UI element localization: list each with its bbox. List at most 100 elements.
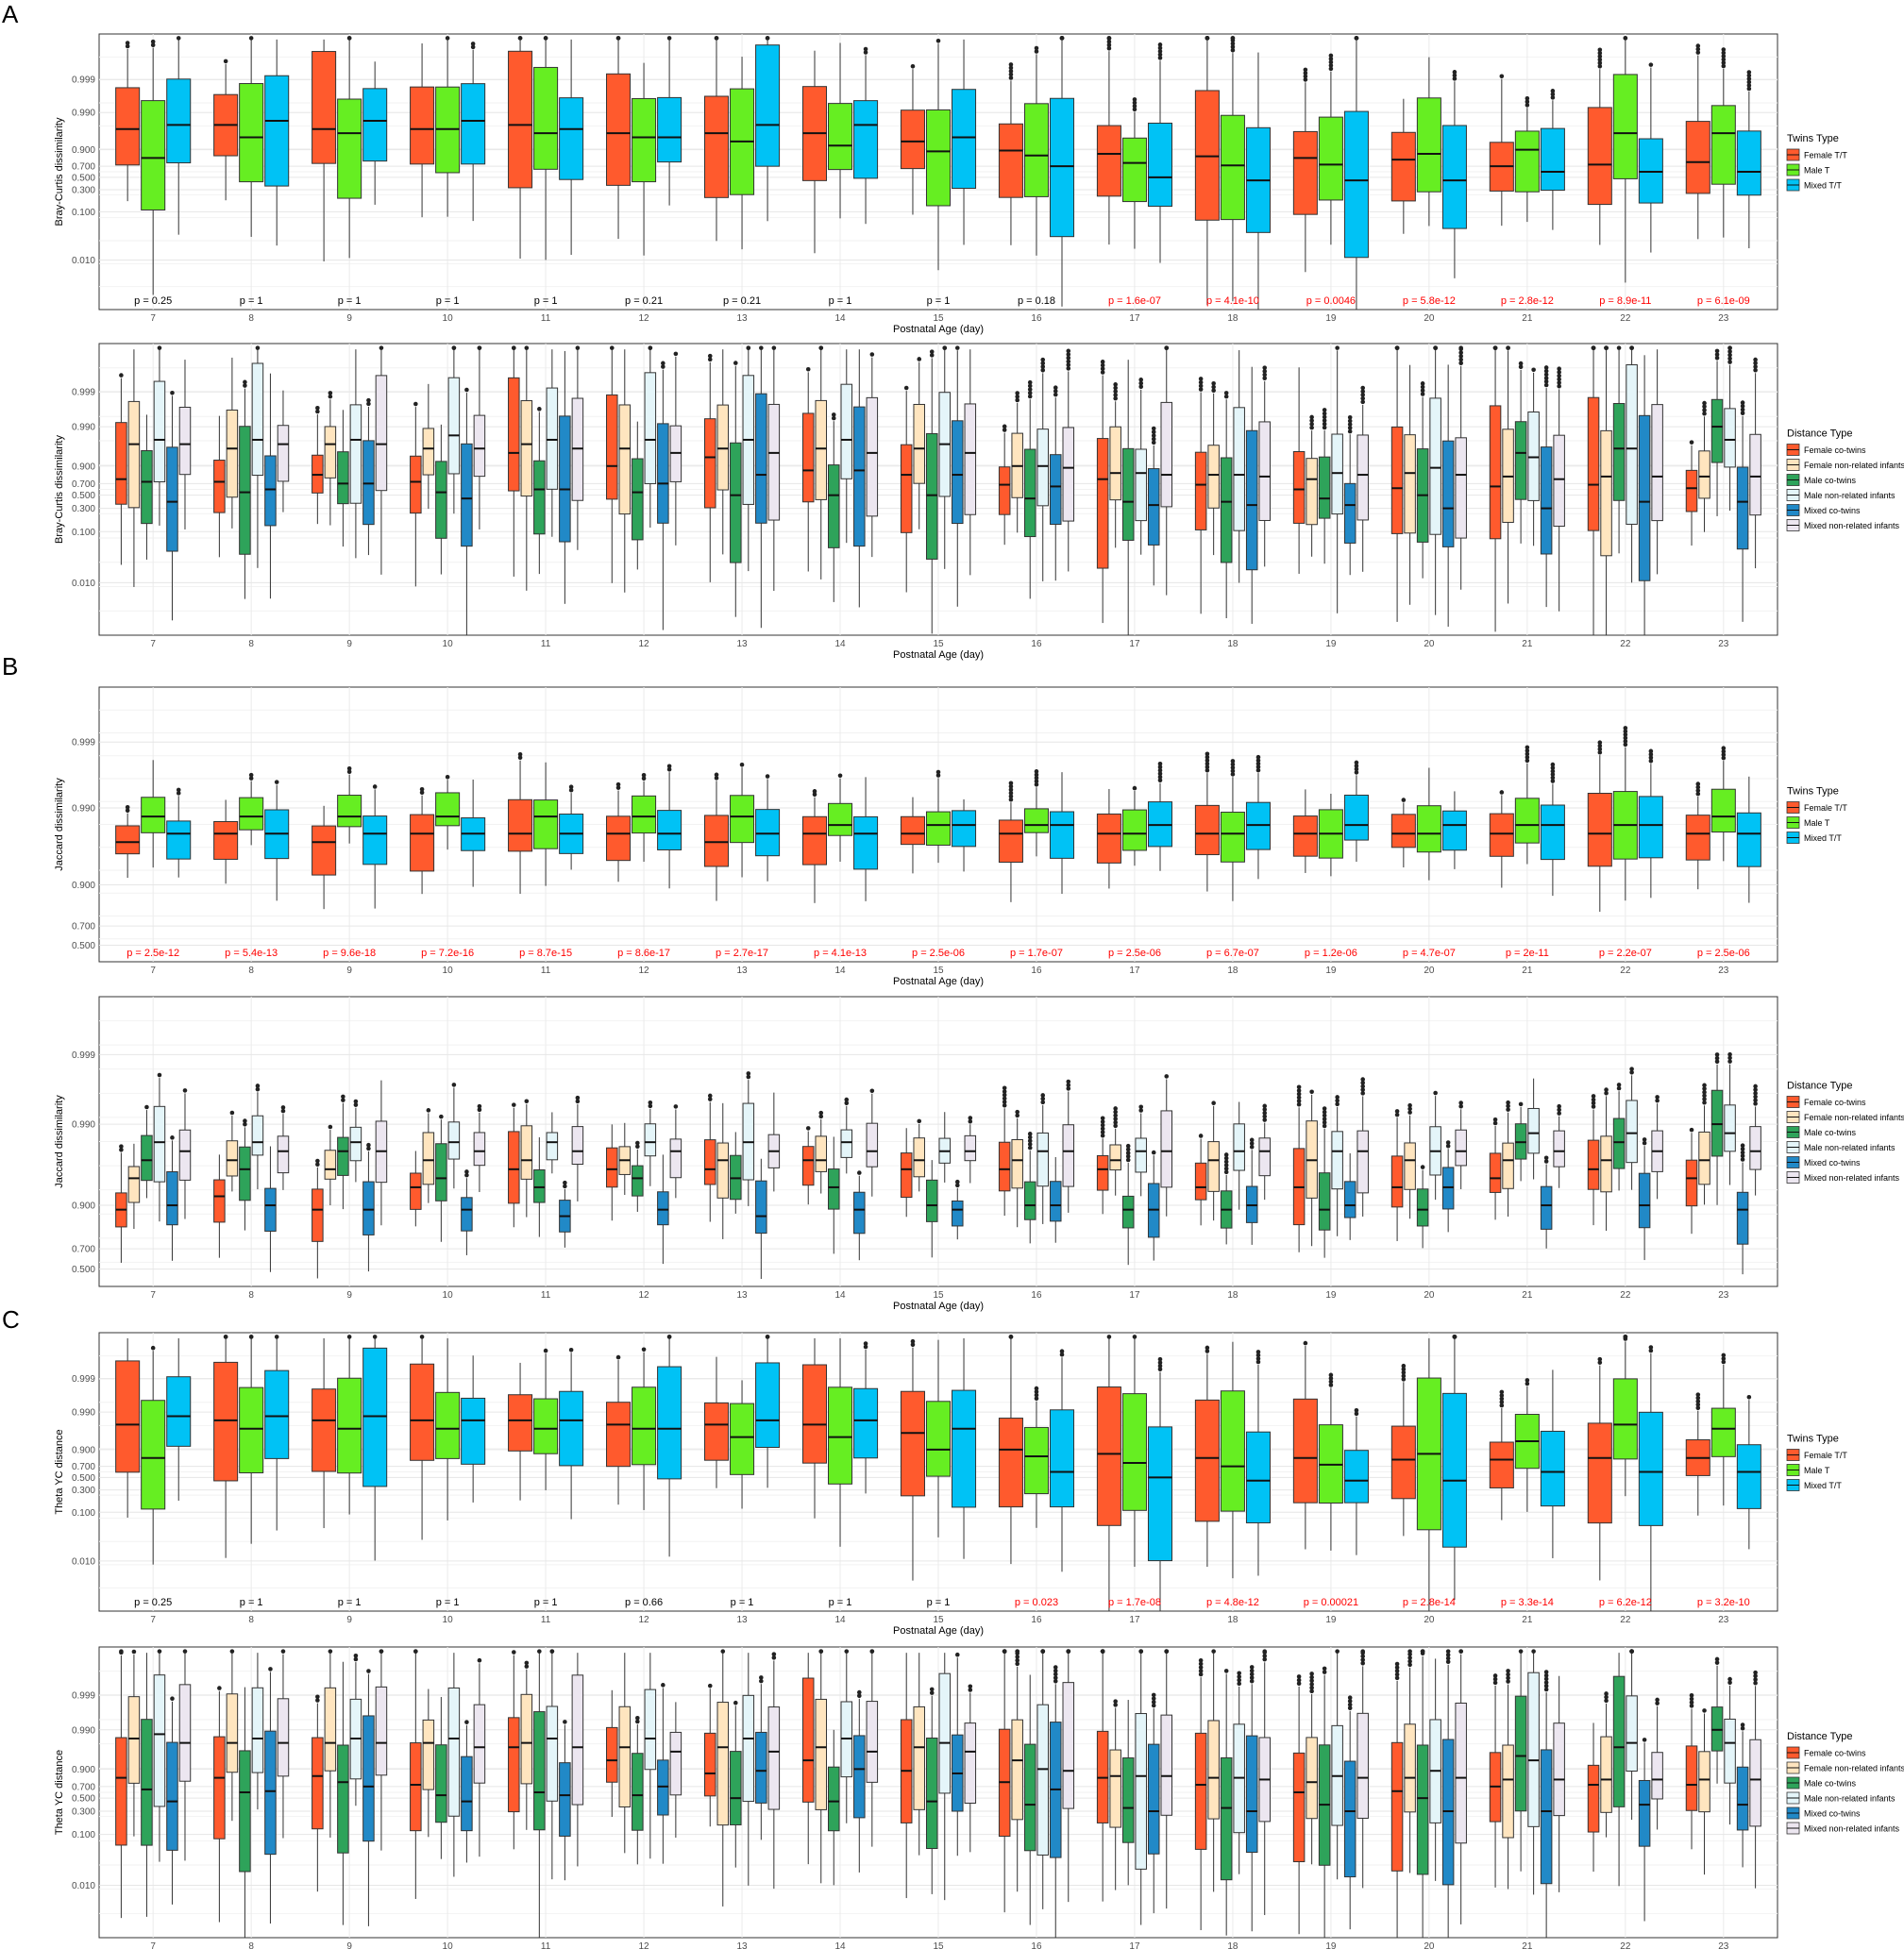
box-body (1049, 1409, 1075, 1508)
box-female-t-t-day-22 (1587, 740, 1612, 912)
box-body (1331, 433, 1343, 515)
outlier-point (1525, 1381, 1530, 1386)
outlier-point (1347, 418, 1353, 424)
outlier-point (1125, 1151, 1131, 1155)
outlier-point (1296, 1677, 1302, 1683)
outlier-point (1506, 1669, 1510, 1673)
p-value-label: p = 3.2e-10 (1697, 1597, 1750, 1608)
outlier-point (426, 1108, 431, 1113)
box-female-non-related-infants-day-20 (1404, 1102, 1416, 1219)
outlier-point (1255, 764, 1261, 769)
outlier-point (1597, 64, 1603, 69)
outlier-point (1721, 1359, 1727, 1365)
outlier-point (1100, 360, 1105, 364)
box-body (1651, 1752, 1663, 1800)
box-body (1390, 814, 1416, 848)
box-body (1553, 1130, 1565, 1168)
box-female-co-twins-day-12 (606, 1689, 618, 1818)
outlier-point (248, 36, 254, 41)
outlier-point (170, 1135, 175, 1140)
box-female-non-related-infants-day-20 (1404, 1649, 1416, 1873)
box-body (606, 1726, 618, 1783)
outlier-point (1695, 43, 1701, 48)
outlier-point (379, 345, 384, 350)
box-mixed-co-twins-day-17 (1147, 1150, 1160, 1261)
outlier-point (707, 1097, 713, 1101)
outlier-point (1354, 760, 1359, 765)
box-female-co-twins-day-17 (1096, 360, 1109, 624)
outlier-point (641, 1347, 647, 1353)
x-tick-label: 9 (346, 1290, 352, 1301)
box-male-non-related-infants-day-22 (1626, 345, 1638, 583)
p-value-label: p = 4.7e-07 (1403, 948, 1456, 959)
legend-label: Female non-related infants (1804, 1764, 1904, 1773)
outlier-point (1249, 1675, 1255, 1680)
box-female-non-related-infants-day-13 (716, 1102, 730, 1239)
box-mixed-co-twins-day-14 (853, 349, 866, 608)
box-body (447, 377, 461, 475)
box-female-t-t-day-11 (508, 751, 533, 894)
box-body (410, 1363, 435, 1461)
outlier-point (1702, 1086, 1707, 1091)
outlier-point (869, 1649, 875, 1654)
outlier-point (1113, 1119, 1118, 1125)
x-tick-label: 14 (834, 639, 846, 649)
box-male-co-twins-day-23 (1710, 1052, 1724, 1205)
box-body (1587, 1422, 1612, 1524)
outlier-point (315, 1694, 320, 1700)
outlier-point (615, 1354, 621, 1360)
box-mixed-non-related-infants-day-13 (767, 1092, 781, 1192)
outlier-point (1113, 1113, 1118, 1118)
outlier-point (464, 1172, 469, 1178)
box-body (422, 1132, 435, 1185)
box-body (1455, 1702, 1467, 1844)
p-value-label: p = 2.5e-12 (126, 948, 179, 959)
outlier-point (1695, 788, 1701, 793)
box-body (1194, 1399, 1220, 1522)
box-body (853, 1191, 866, 1235)
x-tick-label: 10 (443, 1290, 454, 1301)
outlier-point (1597, 749, 1603, 755)
legend-label: Mixed co-twins (1804, 506, 1861, 515)
box-male-non-related-infants-day-7 (153, 1072, 166, 1222)
x-tick-label: 9 (346, 313, 352, 324)
outlier-point (812, 789, 817, 794)
box-mixed-co-twins-day-7 (166, 1696, 178, 1905)
box-body (141, 797, 166, 833)
x-tick-label: 19 (1325, 313, 1337, 324)
y-tick-label: 0.999 (72, 1050, 95, 1061)
box-body (277, 1135, 290, 1174)
outlier-point (223, 59, 228, 64)
box-mixed-t-t-day-20 (1441, 1335, 1467, 1601)
box-female-co-twins-day-12 (606, 345, 618, 583)
p-value-label: p = 1.6e-07 (1108, 295, 1161, 307)
x-tick-label: 23 (1718, 1290, 1729, 1301)
x-tick-label: 19 (1325, 1615, 1337, 1625)
outlier-point (648, 345, 653, 350)
outlier-point (1401, 1369, 1407, 1375)
outlier-point (1746, 83, 1752, 88)
box-female-co-twins-day-14 (801, 366, 815, 572)
box-body (312, 825, 337, 876)
outlier-point (1407, 1662, 1412, 1668)
box-body (337, 795, 362, 828)
p-value-label: p = 1 (338, 295, 362, 307)
outlier-point (1360, 389, 1365, 395)
legend-label: Female T/T (1804, 1451, 1847, 1460)
outlier-point (910, 1338, 916, 1344)
box-mixed-non-related-infants-day-8 (277, 1649, 290, 1839)
outlier-point (1132, 100, 1137, 106)
box-male-non-related-infants-day-15 (938, 1112, 952, 1183)
outlier-point (1695, 1392, 1701, 1397)
box-body (520, 1125, 533, 1180)
box-body (1023, 448, 1036, 538)
x-tick-label: 18 (1227, 313, 1238, 324)
box-body (1587, 396, 1600, 531)
outlier-point (1347, 1702, 1353, 1707)
box-mixed-non-related-infants-day-13 (767, 1652, 781, 1890)
outlier-point (1322, 414, 1327, 420)
y-tick-label: 0.990 (72, 1725, 95, 1736)
outlier-point (1066, 1079, 1071, 1084)
box-body (1540, 804, 1565, 861)
